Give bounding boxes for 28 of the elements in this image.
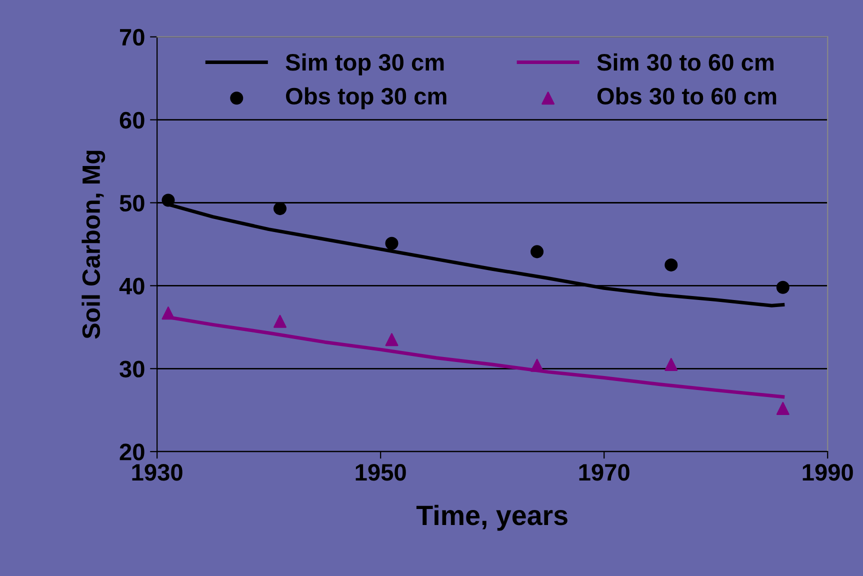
y-tick-label: 20 — [120, 444, 144, 460]
point — [664, 358, 678, 371]
point — [273, 202, 287, 216]
point — [530, 358, 544, 372]
point — [664, 258, 678, 272]
y-tick-label: 60 — [120, 112, 144, 129]
y-tick-label: 70 — [120, 28, 144, 46]
legend-label: Sim top 30 cm — [286, 53, 444, 76]
point — [273, 314, 287, 328]
point — [162, 194, 175, 207]
y-tick-label: 30 — [120, 360, 144, 378]
y-axis-title: Soil Carbon, Mg — [82, 150, 106, 339]
x-tick-label: 1970 — [579, 464, 630, 481]
point — [776, 280, 790, 294]
legend-label: Obs 30 to 60 cm — [597, 87, 776, 105]
point — [385, 236, 398, 250]
point — [530, 245, 544, 258]
legend-label: Obs top 30 cm — [286, 87, 446, 110]
x-tick-label: 1930 — [132, 464, 182, 481]
y-tick-label: 50 — [120, 194, 144, 212]
point — [162, 306, 175, 320]
point — [385, 333, 398, 346]
x-tick-label: 1950 — [356, 464, 406, 481]
point — [776, 402, 790, 415]
legend-label: Sim 30 to 60 cm — [597, 53, 774, 71]
x-tick-label: 1990 — [802, 464, 853, 481]
x-axis-title: Time, years — [416, 504, 568, 531]
y-tick-label: 40 — [119, 278, 144, 294]
